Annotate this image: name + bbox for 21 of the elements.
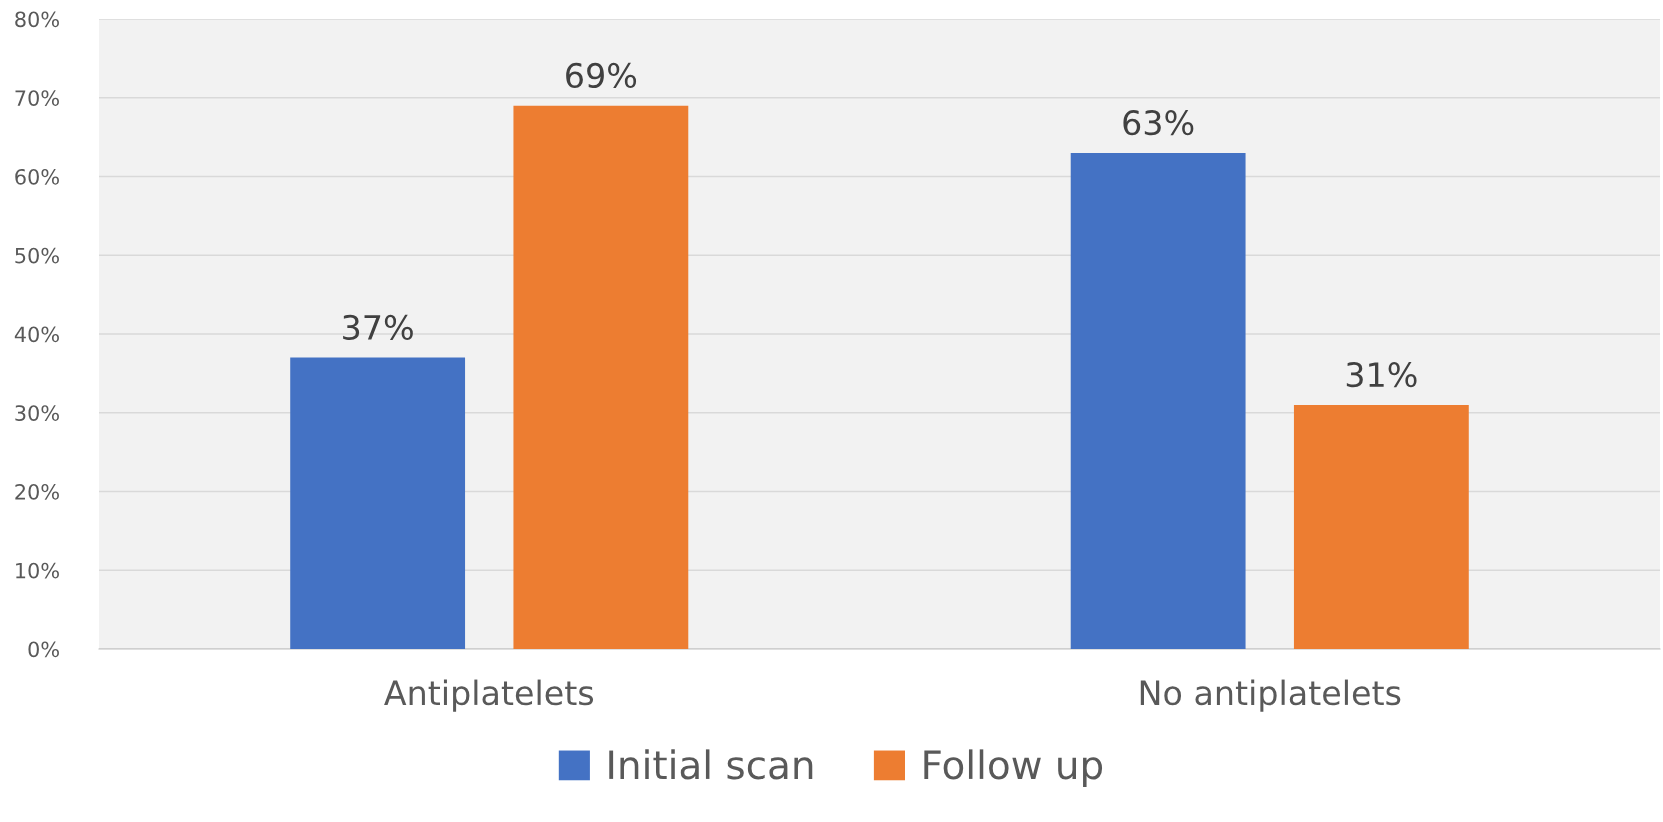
bar [513, 105, 689, 649]
legend-label: Initial scan [609, 749, 813, 780]
y-tick-label: 30% [15, 405, 59, 421]
y-tick-label: 0% [28, 641, 59, 658]
bar [1293, 404, 1469, 649]
bar [1070, 152, 1246, 649]
y-tick-label: 60% [15, 168, 59, 185]
data-label: 37% [343, 314, 413, 341]
y-tick-label: 70% [15, 90, 59, 106]
x-tick-label: No antiplatelets [1140, 679, 1401, 712]
legend-label: Follow up [924, 749, 1103, 787]
y-tick-label: 10% [16, 562, 59, 579]
data-label: 69% [566, 62, 637, 89]
bar [290, 357, 466, 649]
y-tick-label: 20% [15, 483, 59, 500]
y-tick-label: 50% [15, 247, 59, 264]
data-label: 63% [1123, 110, 1194, 136]
data-label: 31% [1346, 362, 1417, 388]
y-tick-label: 80% [15, 11, 59, 28]
y-tick-label: 40% [14, 326, 59, 343]
x-tick-label: Antiplatelets [384, 679, 594, 712]
